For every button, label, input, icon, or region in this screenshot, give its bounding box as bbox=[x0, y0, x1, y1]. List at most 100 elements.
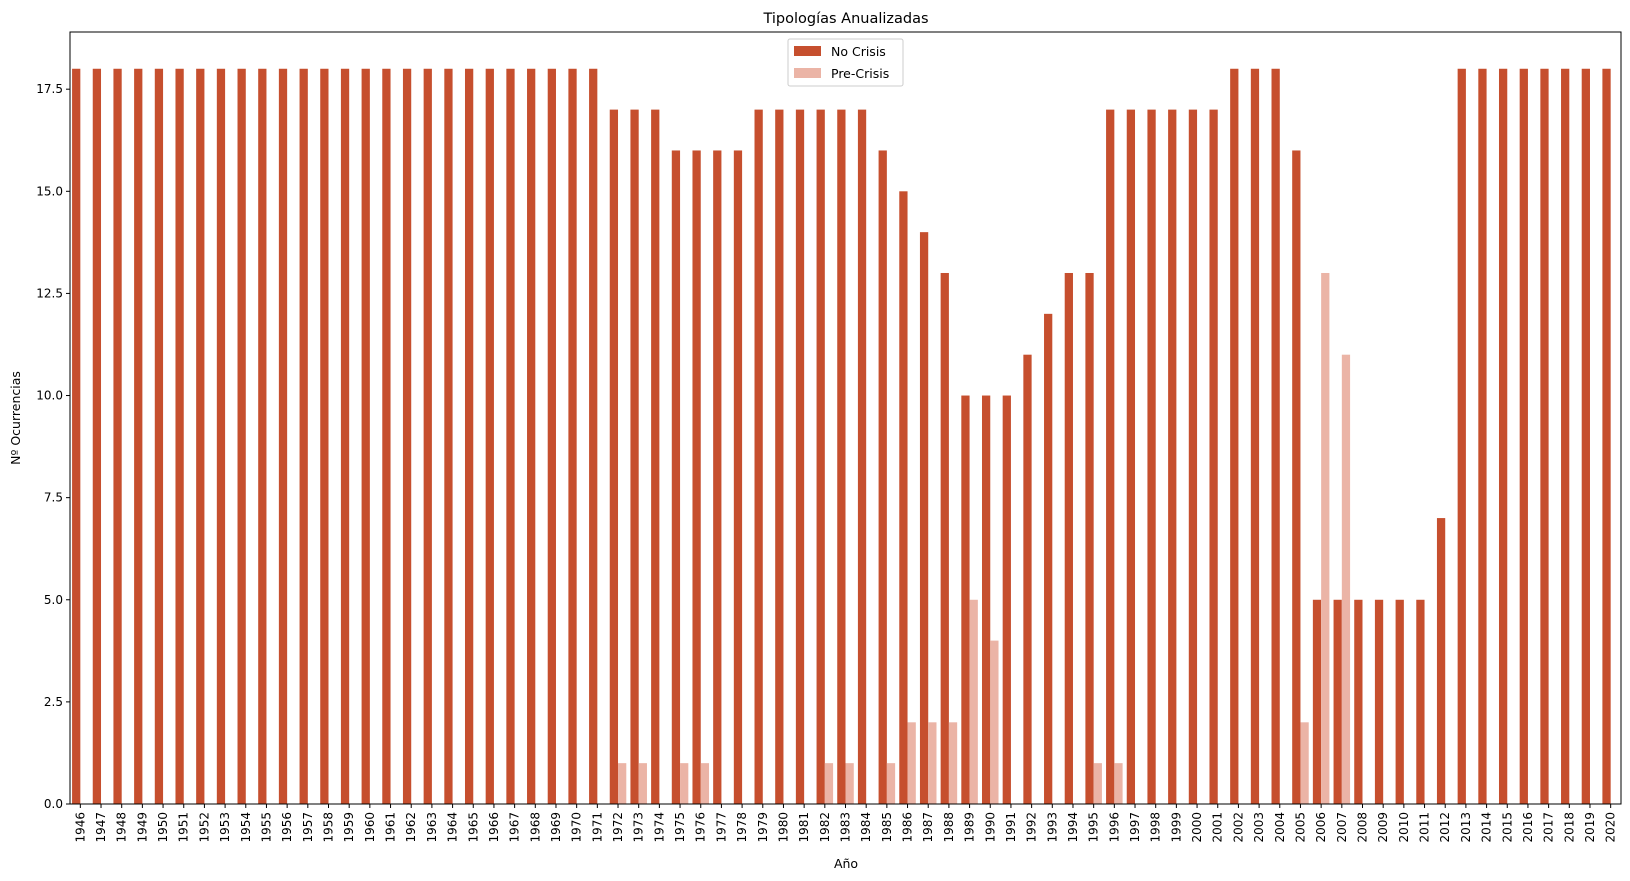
x-tick-label: 1947 bbox=[94, 812, 108, 843]
bar-no-crisis-1958 bbox=[320, 68, 329, 804]
x-tick-label: 1982 bbox=[818, 812, 832, 843]
bar-no-crisis-1998 bbox=[1147, 109, 1156, 805]
bar-no-crisis-1961 bbox=[382, 68, 391, 804]
bar-no-crisis-1973 bbox=[630, 109, 639, 805]
x-tick-label: 1976 bbox=[694, 812, 708, 843]
x-tick-label: 1962 bbox=[404, 812, 418, 843]
bar-no-crisis-1968 bbox=[527, 68, 536, 804]
x-tick-label: 1975 bbox=[673, 812, 687, 843]
x-tick-label: 1969 bbox=[549, 812, 563, 843]
bar-no-crisis-2012 bbox=[1436, 518, 1446, 804]
x-tick-label: 2007 bbox=[1335, 812, 1349, 843]
bar-pre-crisis-1982 bbox=[824, 763, 834, 804]
bar-no-crisis-1950 bbox=[154, 68, 164, 804]
y-tick-label: 5.0 bbox=[44, 593, 63, 607]
bar-pre-crisis-1973 bbox=[638, 763, 647, 804]
y-tick-label: 2.5 bbox=[44, 695, 63, 709]
bar-no-crisis-1967 bbox=[506, 68, 515, 804]
x-tick-label: 1964 bbox=[446, 812, 460, 843]
bar-no-crisis-2000 bbox=[1188, 109, 1198, 805]
bar-pre-crisis-2007 bbox=[1341, 354, 1351, 804]
bar-pre-crisis-1989 bbox=[969, 599, 978, 804]
x-tick-label: 2000 bbox=[1190, 812, 1204, 843]
bar-no-crisis-2017 bbox=[1540, 68, 1549, 804]
x-tick-label: 2019 bbox=[1583, 812, 1597, 843]
bar-no-crisis-1977 bbox=[713, 150, 722, 804]
x-tick-label: 1972 bbox=[611, 812, 625, 843]
x-tick-label: 1949 bbox=[135, 812, 149, 843]
bar-no-crisis-2015 bbox=[1498, 68, 1508, 804]
bar-pre-crisis-1990 bbox=[990, 640, 999, 804]
bar-pre-crisis-1986 bbox=[907, 722, 916, 804]
bar-pre-crisis-1988 bbox=[948, 722, 958, 804]
x-tick-label: 1985 bbox=[880, 812, 894, 843]
x-tick-label: 1968 bbox=[528, 812, 542, 843]
legend-swatch-pre-crisis bbox=[794, 68, 821, 78]
bar-no-crisis-1984 bbox=[857, 109, 867, 805]
x-tick-label: 1991 bbox=[1004, 812, 1018, 843]
x-tick-label: 1952 bbox=[197, 812, 211, 843]
bar-no-crisis-1995 bbox=[1085, 272, 1094, 804]
bar-no-crisis-2002 bbox=[1230, 68, 1239, 804]
bar-pre-crisis-1983 bbox=[845, 763, 854, 804]
y-tick-label: 0.0 bbox=[44, 797, 63, 811]
bar-no-crisis-1957 bbox=[299, 68, 308, 804]
x-tick-label: 2004 bbox=[1273, 812, 1287, 843]
y-tick-label: 15.0 bbox=[36, 184, 63, 198]
x-tick-label: 1979 bbox=[756, 812, 770, 843]
x-tick-label: 1974 bbox=[652, 812, 666, 843]
bar-no-crisis-1955 bbox=[258, 68, 267, 804]
x-tick-label: 1992 bbox=[1025, 812, 1039, 843]
x-tick-label: 2009 bbox=[1376, 812, 1390, 843]
bar-no-crisis-1948 bbox=[113, 68, 122, 804]
x-tick-label: 1954 bbox=[239, 812, 253, 843]
bar-no-crisis-2001 bbox=[1209, 109, 1218, 805]
x-tick-label: 1958 bbox=[322, 812, 336, 843]
x-tick-label: 2002 bbox=[1231, 812, 1245, 843]
x-tick-label: 1994 bbox=[1066, 812, 1080, 843]
bar-no-crisis-2013 bbox=[1457, 68, 1466, 804]
x-tick-label: 1995 bbox=[1087, 812, 1101, 843]
bar-no-crisis-2008 bbox=[1354, 599, 1363, 804]
bar-no-crisis-1990 bbox=[981, 395, 991, 804]
chart-title: Tipologías Anualizadas bbox=[762, 11, 928, 27]
bar-no-crisis-1956 bbox=[278, 68, 288, 804]
x-tick-label: 2008 bbox=[1356, 812, 1370, 843]
bar-no-crisis-1960 bbox=[361, 68, 370, 804]
bar-no-crisis-2019 bbox=[1581, 68, 1590, 804]
y-tick-label: 7.5 bbox=[44, 491, 63, 505]
bar-no-crisis-1997 bbox=[1126, 109, 1136, 805]
bar-no-crisis-1947 bbox=[92, 68, 102, 804]
x-tick-label: 2020 bbox=[1604, 812, 1618, 843]
x-tick-label: 1955 bbox=[259, 812, 273, 843]
x-tick-label: 1999 bbox=[1169, 812, 1183, 843]
x-tick-label: 1987 bbox=[921, 812, 935, 843]
y-tick-label: 10.0 bbox=[36, 389, 63, 403]
bar-no-crisis-1972 bbox=[609, 109, 619, 805]
x-tick-label: 1996 bbox=[1107, 812, 1121, 843]
x-tick-label: 2013 bbox=[1459, 812, 1473, 843]
bar-no-crisis-1949 bbox=[134, 68, 143, 804]
y-tick-label: 17.5 bbox=[36, 82, 63, 96]
bar-no-crisis-1996 bbox=[1106, 109, 1115, 805]
x-tick-label: 1961 bbox=[384, 812, 398, 843]
x-tick-label: 1946 bbox=[73, 812, 87, 843]
x-tick-label: 1980 bbox=[776, 812, 790, 843]
bar-no-crisis-1971 bbox=[589, 68, 598, 804]
y-tick-label: 12.5 bbox=[36, 286, 63, 300]
bar-no-crisis-1976 bbox=[692, 150, 701, 804]
x-tick-label: 1981 bbox=[797, 812, 811, 843]
bar-no-crisis-1946 bbox=[72, 68, 81, 804]
bar-no-crisis-1964 bbox=[444, 68, 453, 804]
bar-no-crisis-1989 bbox=[961, 395, 970, 804]
plot-frame bbox=[69, 31, 1622, 805]
bar-no-crisis-2009 bbox=[1374, 599, 1384, 804]
bar-no-crisis-1963 bbox=[423, 68, 432, 804]
x-tick-label: 1966 bbox=[487, 812, 501, 843]
x-tick-label: 1984 bbox=[859, 812, 873, 843]
x-tick-label: 2005 bbox=[1293, 812, 1307, 843]
bar-no-crisis-1986 bbox=[899, 191, 908, 805]
x-tick-label: 1959 bbox=[342, 812, 356, 843]
